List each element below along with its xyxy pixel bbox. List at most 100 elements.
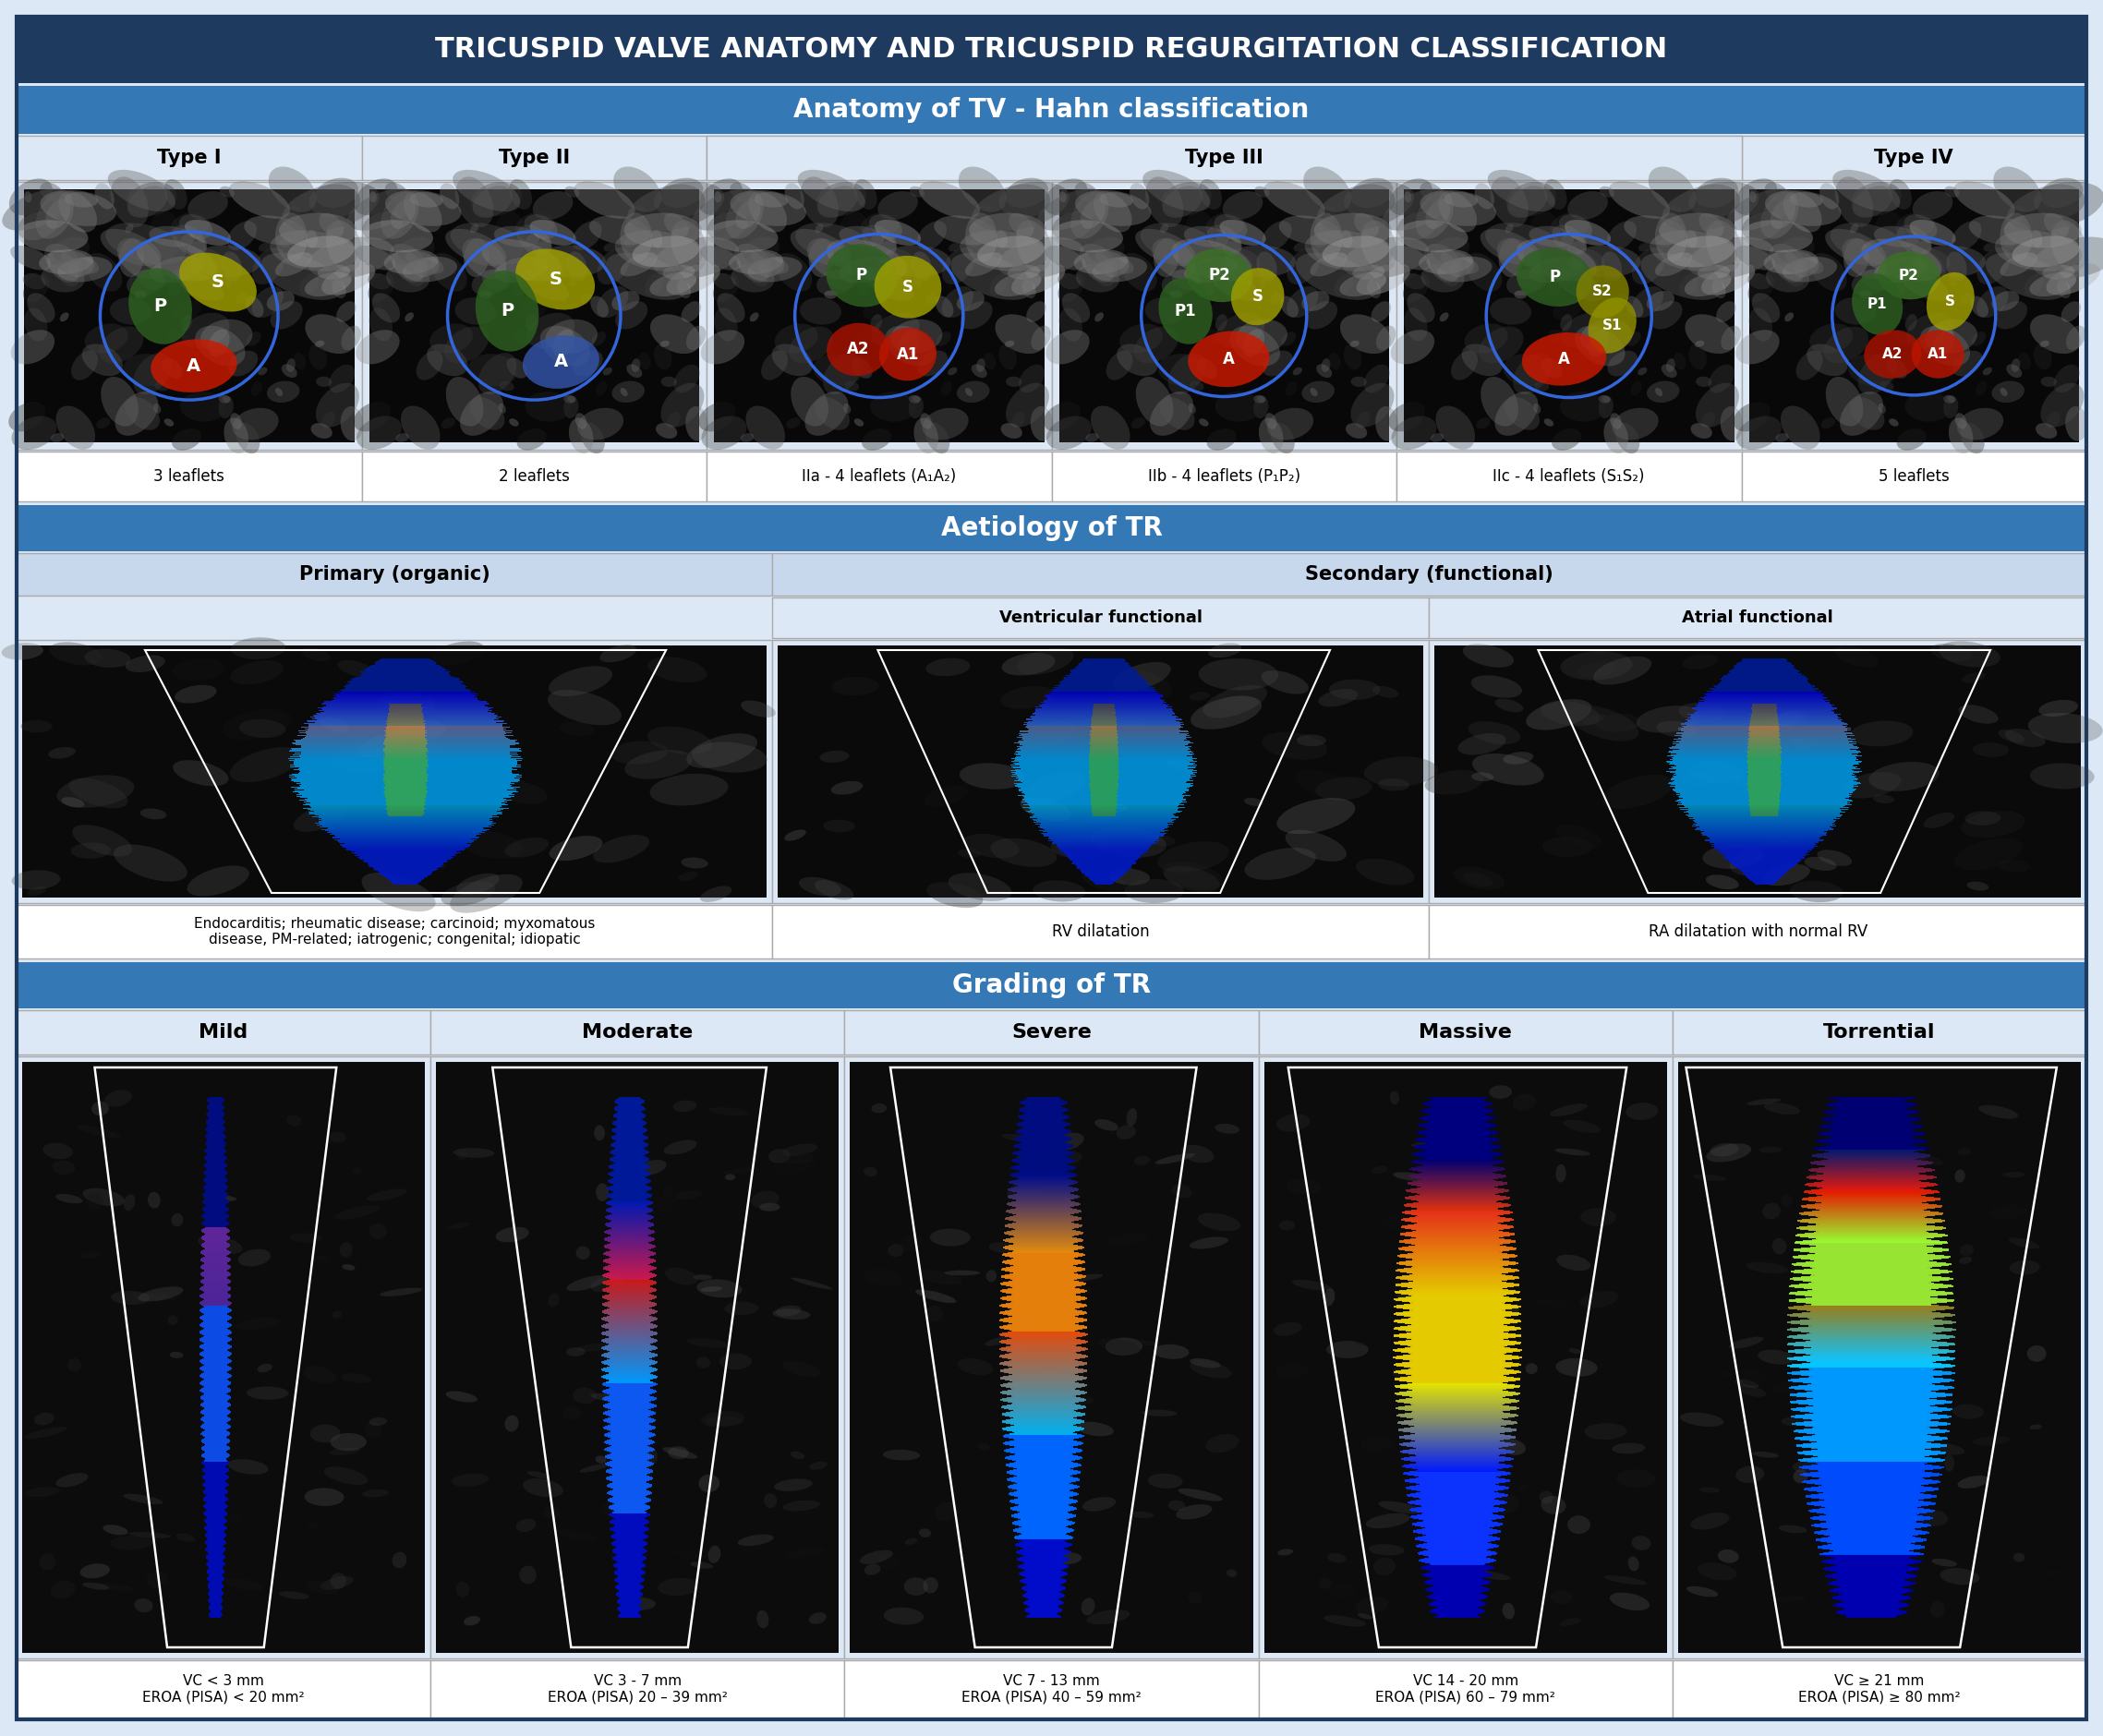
Ellipse shape	[53, 1160, 76, 1175]
Ellipse shape	[1626, 332, 1640, 345]
Ellipse shape	[181, 312, 229, 349]
Ellipse shape	[1960, 1245, 1975, 1255]
Bar	[1678, 1062, 2080, 1653]
Ellipse shape	[391, 1552, 406, 1568]
Ellipse shape	[391, 1463, 408, 1474]
Ellipse shape	[320, 717, 349, 733]
Ellipse shape	[1441, 250, 1478, 274]
Ellipse shape	[1329, 352, 1342, 370]
Ellipse shape	[1096, 312, 1104, 321]
Ellipse shape	[700, 1286, 723, 1292]
Bar	[707, 182, 1052, 450]
Ellipse shape	[61, 250, 99, 274]
Ellipse shape	[976, 358, 986, 372]
Ellipse shape	[991, 838, 1058, 866]
Ellipse shape	[57, 774, 135, 807]
Ellipse shape	[271, 300, 303, 330]
Ellipse shape	[934, 215, 997, 245]
Ellipse shape	[2050, 220, 2071, 234]
Ellipse shape	[948, 873, 1012, 901]
Ellipse shape	[149, 210, 181, 260]
Ellipse shape	[1779, 255, 1819, 276]
Ellipse shape	[749, 191, 787, 233]
Ellipse shape	[1832, 170, 1901, 212]
Ellipse shape	[1100, 193, 1134, 207]
Ellipse shape	[1607, 351, 1638, 377]
Ellipse shape	[871, 312, 919, 349]
Ellipse shape	[1359, 1613, 1373, 1620]
Ellipse shape	[784, 830, 805, 840]
Ellipse shape	[294, 352, 305, 370]
Ellipse shape	[1594, 656, 1651, 684]
Ellipse shape	[69, 257, 95, 278]
Ellipse shape	[1426, 200, 1451, 229]
Ellipse shape	[1354, 1338, 1398, 1347]
Ellipse shape	[482, 240, 562, 281]
Ellipse shape	[1220, 220, 1266, 245]
Ellipse shape	[1277, 1549, 1293, 1555]
Ellipse shape	[925, 658, 969, 677]
Ellipse shape	[170, 1213, 183, 1227]
Ellipse shape	[1234, 319, 1287, 354]
Ellipse shape	[172, 429, 202, 450]
Ellipse shape	[738, 250, 770, 283]
Bar	[1264, 1062, 1668, 1653]
Text: Severe: Severe	[1012, 1023, 1091, 1042]
Ellipse shape	[826, 243, 898, 307]
Ellipse shape	[1806, 1356, 1830, 1364]
Ellipse shape	[957, 292, 984, 311]
Ellipse shape	[1960, 293, 1971, 304]
Ellipse shape	[1552, 224, 1588, 255]
Ellipse shape	[353, 1307, 393, 1325]
Ellipse shape	[1905, 392, 1952, 422]
Ellipse shape	[410, 193, 444, 207]
Ellipse shape	[1907, 1207, 1926, 1220]
Ellipse shape	[1523, 333, 1607, 385]
Ellipse shape	[2008, 1238, 2040, 1248]
Ellipse shape	[810, 1613, 826, 1623]
Ellipse shape	[1136, 229, 1197, 266]
Ellipse shape	[1037, 189, 1106, 231]
Ellipse shape	[1260, 418, 1283, 453]
Ellipse shape	[381, 191, 418, 240]
Ellipse shape	[1893, 330, 1914, 345]
Ellipse shape	[862, 300, 892, 319]
Ellipse shape	[1699, 214, 1724, 238]
Ellipse shape	[984, 1335, 1014, 1345]
Ellipse shape	[940, 382, 953, 396]
Ellipse shape	[1087, 1609, 1129, 1625]
Ellipse shape	[751, 274, 768, 286]
Ellipse shape	[1171, 240, 1251, 281]
Ellipse shape	[332, 279, 347, 299]
Ellipse shape	[309, 1522, 320, 1529]
Ellipse shape	[1579, 1208, 1615, 1226]
Ellipse shape	[1764, 250, 1819, 274]
Ellipse shape	[526, 234, 551, 253]
Ellipse shape	[1954, 181, 2015, 219]
Text: Endocarditis; rheumatic disease; carcinoid; myxomatous
disease, PM-related; iatr: Endocarditis; rheumatic disease; carcino…	[193, 917, 595, 946]
Ellipse shape	[1861, 240, 1941, 281]
Ellipse shape	[871, 392, 917, 422]
Ellipse shape	[620, 1597, 656, 1611]
Ellipse shape	[2029, 1425, 2042, 1429]
Ellipse shape	[246, 295, 263, 318]
Ellipse shape	[1804, 858, 1836, 871]
Ellipse shape	[1287, 248, 1321, 285]
Ellipse shape	[948, 243, 961, 252]
Ellipse shape	[986, 1271, 997, 1281]
Ellipse shape	[505, 837, 549, 858]
Ellipse shape	[1264, 181, 1325, 219]
Bar	[17, 182, 362, 450]
Ellipse shape	[562, 1406, 580, 1420]
Ellipse shape	[1451, 351, 1478, 380]
Ellipse shape	[969, 238, 982, 247]
Ellipse shape	[416, 351, 444, 380]
Ellipse shape	[593, 835, 650, 863]
Ellipse shape	[826, 323, 890, 377]
Ellipse shape	[1190, 1361, 1232, 1378]
Ellipse shape	[620, 252, 658, 276]
Ellipse shape	[639, 352, 652, 370]
Bar	[845, 1660, 1258, 1717]
Ellipse shape	[930, 1229, 969, 1246]
Ellipse shape	[839, 257, 894, 283]
